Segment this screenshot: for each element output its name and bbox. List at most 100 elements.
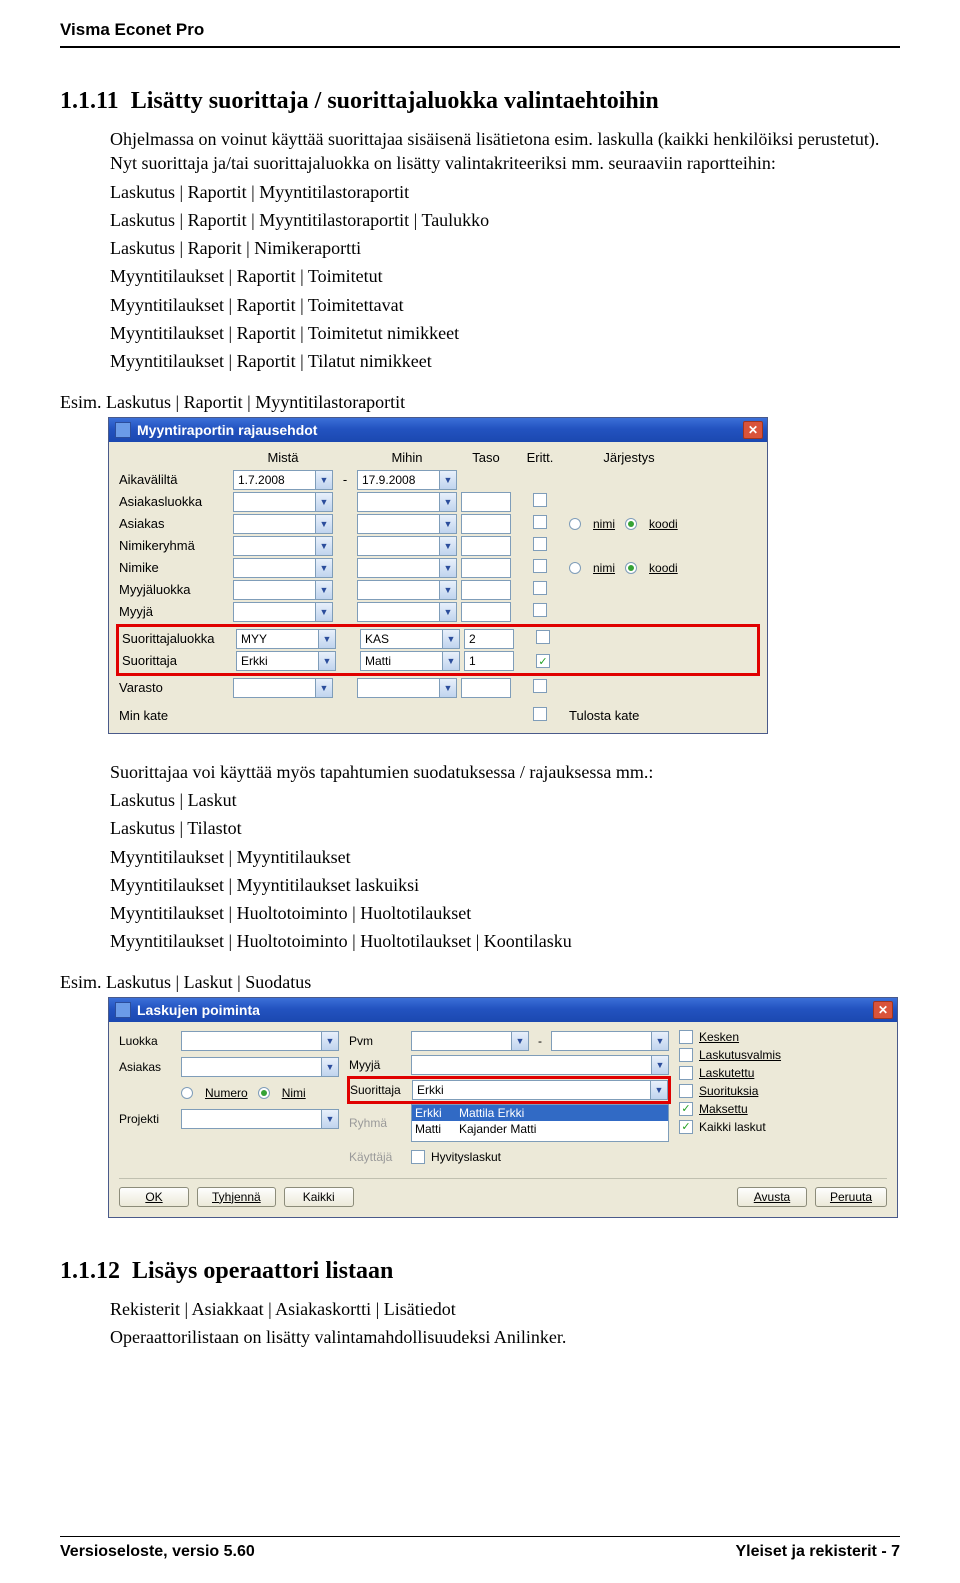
chevron-down-icon[interactable]: ▼ xyxy=(439,471,456,489)
radio-numero[interactable] xyxy=(181,1087,193,1099)
checkbox-eritt[interactable] xyxy=(533,603,547,617)
combo-pvm-to[interactable]: ▼ xyxy=(551,1031,669,1051)
chevron-down-icon[interactable]: ▼ xyxy=(315,581,332,599)
chevron-down-icon[interactable]: ▼ xyxy=(439,559,456,577)
combo-aika-from[interactable]: 1.7.2008▼ xyxy=(233,470,333,490)
taso-input[interactable] xyxy=(461,602,511,622)
radio-numero-nimi[interactable]: Numero Nimi xyxy=(181,1086,339,1100)
combo-suorittaja-from[interactable]: Erkki▼ xyxy=(236,651,336,671)
combo-varasto-from[interactable]: ▼ xyxy=(233,678,333,698)
taso-input[interactable] xyxy=(461,580,511,600)
taso-suorittaja[interactable]: 1 xyxy=(464,651,514,671)
chevron-down-icon[interactable]: ▼ xyxy=(439,493,456,511)
combo-from[interactable]: ▼ xyxy=(233,514,333,534)
checkbox-kesken[interactable] xyxy=(679,1030,693,1044)
checkbox-laskutettu[interactable] xyxy=(679,1066,693,1080)
combo-from[interactable]: ▼ xyxy=(233,558,333,578)
combo-to[interactable]: ▼ xyxy=(357,514,457,534)
checkbox-eritt[interactable] xyxy=(533,493,547,507)
combo-to[interactable]: ▼ xyxy=(357,602,457,622)
chevron-down-icon[interactable]: ▼ xyxy=(315,493,332,511)
listbox-suorittajat[interactable]: ErkkiMattila Erkki MattiKajander Matti xyxy=(411,1104,669,1142)
chevron-down-icon[interactable]: ▼ xyxy=(439,537,456,555)
radio-koodi[interactable] xyxy=(625,518,637,530)
chevron-down-icon[interactable]: ▼ xyxy=(318,652,335,670)
combo-aika-to[interactable]: 17.9.2008▼ xyxy=(357,470,457,490)
taso-input[interactable] xyxy=(461,514,511,534)
checkbox-suorituksia[interactable] xyxy=(679,1084,693,1098)
chevron-down-icon[interactable]: ▼ xyxy=(321,1110,338,1128)
radio-nimi[interactable] xyxy=(258,1087,270,1099)
checkbox-kaikkilaskut[interactable]: ✓ xyxy=(679,1120,693,1134)
chevron-down-icon[interactable]: ▼ xyxy=(321,1032,338,1050)
taso-sluokka[interactable]: 2 xyxy=(464,629,514,649)
combo-to[interactable]: ▼ xyxy=(357,536,457,556)
radio-nimi[interactable] xyxy=(569,562,581,574)
checkbox-laskutusvalmis[interactable] xyxy=(679,1048,693,1062)
avusta-button[interactable]: Avusta xyxy=(737,1187,807,1207)
checkbox-eritt[interactable] xyxy=(533,537,547,551)
peruuta-button[interactable]: Peruuta xyxy=(815,1187,887,1207)
chevron-down-icon[interactable]: ▼ xyxy=(315,537,332,555)
chevron-down-icon[interactable]: ▼ xyxy=(439,581,456,599)
close-icon[interactable]: ✕ xyxy=(743,421,763,439)
checkbox-suorittaja[interactable]: ✓ xyxy=(536,654,550,668)
combo-pvm-from[interactable]: ▼ xyxy=(411,1031,529,1051)
combo-sluokka-from[interactable]: MYY▼ xyxy=(236,629,336,649)
kaikki-button[interactable]: Kaikki xyxy=(284,1187,354,1207)
chevron-down-icon[interactable]: ▼ xyxy=(321,1058,338,1076)
chevron-down-icon[interactable]: ▼ xyxy=(650,1081,667,1099)
combo-suorittaja-to[interactable]: Matti▼ xyxy=(360,651,460,671)
combo-to[interactable]: ▼ xyxy=(357,580,457,600)
combo-from[interactable]: ▼ xyxy=(233,602,333,622)
combo-projekti[interactable]: ▼ xyxy=(181,1109,339,1129)
combo-sluokka-to[interactable]: KAS▼ xyxy=(360,629,460,649)
chevron-down-icon[interactable]: ▼ xyxy=(511,1032,528,1050)
chevron-down-icon[interactable]: ▼ xyxy=(442,630,459,648)
checkbox-sluokka[interactable] xyxy=(536,630,550,644)
checkbox-hyvityslaskut[interactable] xyxy=(411,1150,425,1164)
chevron-down-icon[interactable]: ▼ xyxy=(442,652,459,670)
combo-to[interactable]: ▼ xyxy=(357,492,457,512)
combo-myyja[interactable]: ▼ xyxy=(411,1055,669,1075)
taso-input[interactable] xyxy=(461,536,511,556)
close-icon[interactable]: ✕ xyxy=(873,1001,893,1019)
checkbox-eritt[interactable] xyxy=(533,559,547,573)
combo-from[interactable]: ▼ xyxy=(233,536,333,556)
chevron-down-icon[interactable]: ▼ xyxy=(651,1056,668,1074)
chevron-down-icon[interactable]: ▼ xyxy=(651,1032,668,1050)
chevron-down-icon[interactable]: ▼ xyxy=(315,515,332,533)
checkbox-maksettu[interactable]: ✓ xyxy=(679,1102,693,1116)
combo-varasto-to[interactable]: ▼ xyxy=(357,678,457,698)
chevron-down-icon[interactable]: ▼ xyxy=(318,630,335,648)
chevron-down-icon[interactable]: ▼ xyxy=(439,679,456,697)
combo-asiakas[interactable]: ▼ xyxy=(181,1057,339,1077)
dialog1-titlebar[interactable]: Myyntiraportin rajausehdot ✕ xyxy=(109,418,767,442)
combo-from[interactable]: ▼ xyxy=(233,580,333,600)
chevron-down-icon[interactable]: ▼ xyxy=(439,603,456,621)
checkbox-eritt[interactable] xyxy=(533,581,547,595)
taso-varasto[interactable] xyxy=(461,678,511,698)
dialog2-titlebar[interactable]: Laskujen poiminta ✕ xyxy=(109,998,897,1022)
checkbox-eritt[interactable] xyxy=(533,515,547,529)
ok-button[interactable]: OK xyxy=(119,1187,189,1207)
chevron-down-icon[interactable]: ▼ xyxy=(315,679,332,697)
radio-nimi[interactable] xyxy=(569,518,581,530)
radio-sort[interactable]: nimikoodi xyxy=(569,517,689,531)
combo-to[interactable]: ▼ xyxy=(357,558,457,578)
chevron-down-icon[interactable]: ▼ xyxy=(315,471,332,489)
checkbox-tulostakate[interactable] xyxy=(533,707,547,721)
checkbox-varasto[interactable] xyxy=(533,679,547,693)
tyhjenna-button[interactable]: Tyhjennä xyxy=(197,1187,276,1207)
chevron-down-icon[interactable]: ▼ xyxy=(315,603,332,621)
combo-luokka[interactable]: ▼ xyxy=(181,1031,339,1051)
chevron-down-icon[interactable]: ▼ xyxy=(439,515,456,533)
combo-from[interactable]: ▼ xyxy=(233,492,333,512)
chevron-down-icon[interactable]: ▼ xyxy=(315,559,332,577)
combo-d2-suorittaja[interactable]: Erkki▼ xyxy=(412,1080,668,1100)
radio-sort[interactable]: nimikoodi xyxy=(569,561,689,575)
list-cell: Matti xyxy=(415,1122,459,1136)
radio-koodi[interactable] xyxy=(625,562,637,574)
taso-input[interactable] xyxy=(461,492,511,512)
taso-input[interactable] xyxy=(461,558,511,578)
